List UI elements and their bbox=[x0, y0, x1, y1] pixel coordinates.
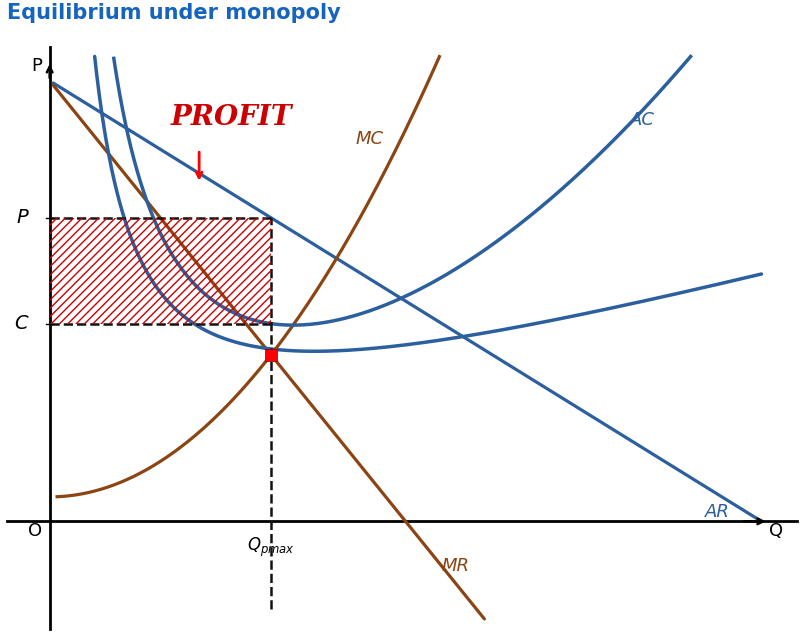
Text: $Q_{pmax}$: $Q_{pmax}$ bbox=[247, 536, 295, 559]
Text: P: P bbox=[17, 209, 28, 227]
Text: PROFIT: PROFIT bbox=[170, 104, 291, 131]
Text: Equilibrium under monopoly: Equilibrium under monopoly bbox=[7, 3, 340, 24]
Text: O: O bbox=[28, 522, 43, 540]
Text: AR: AR bbox=[703, 503, 728, 522]
Bar bbox=[50, 218, 271, 324]
Text: AC: AC bbox=[629, 111, 654, 129]
Text: P: P bbox=[31, 57, 43, 75]
Text: MC: MC bbox=[355, 130, 383, 148]
Text: MR: MR bbox=[441, 557, 469, 576]
Text: C: C bbox=[14, 314, 28, 333]
Text: Q: Q bbox=[768, 522, 782, 540]
